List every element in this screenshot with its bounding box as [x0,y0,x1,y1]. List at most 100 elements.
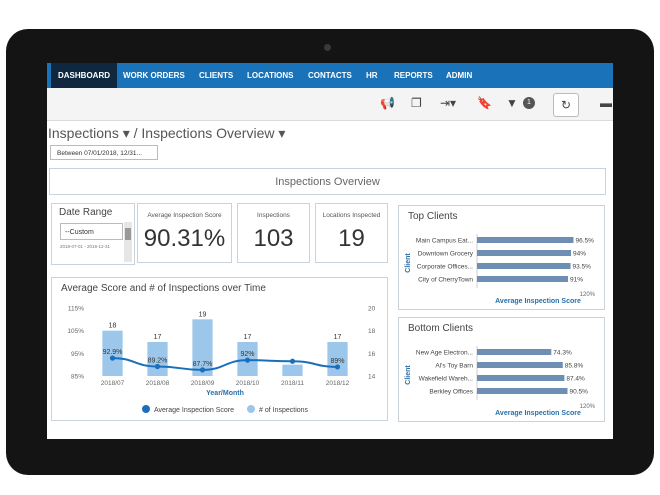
x-tick-label: 120% [580,292,596,298]
y-tick-right: 14 [368,374,376,381]
date-filter-chip[interactable]: Between 07/01/2018, 12/31... [50,145,158,160]
bar [282,364,303,376]
bar-label: 17 [244,334,252,341]
x-axis-title: Average Inspection Score [495,298,581,305]
nav-hr[interactable]: HR [366,71,378,80]
camera-dot [324,44,331,51]
nav-reports[interactable]: REPORTS [394,71,433,80]
app-screen: DASHBOARD WORK ORDERS CLIENTS LOCATIONS … [47,63,613,439]
combo-chart: 85% 95% 105% 115% 14 16 18 20 18 2018/07 17 2018/08… [67,306,376,415]
overview-panel: Inspections Overview [49,168,606,195]
y-tick-left: 105% [67,328,84,335]
x-tick-label: 2018/12 [326,380,350,387]
score-point [109,355,116,361]
client-bar [477,276,568,282]
y-tick-right: 20 [368,306,376,313]
date-range-text: 2018-07-01 - 2018-12-31 [60,244,111,249]
x-axis-title: Year/Month [206,390,244,397]
client-label: Al's Toy Barn [435,363,473,370]
y-axis-title: Client [405,253,412,273]
kpi-inspections: Inspections 103 [237,203,310,263]
kpi-label: Average Inspection Score [147,212,222,219]
export-icon[interactable]: ⇥▾ [440,96,457,110]
legend-label-inspections: # of Inspections [259,407,309,414]
score-point [334,364,341,370]
client-label: Berkley Offices [429,389,473,396]
score-point [244,357,251,363]
score-point [154,363,161,370]
x-tick-label: 2018/09 [191,380,215,387]
overview-title: Inspections Overview [275,176,380,188]
bar-label: 17 [154,334,162,341]
score-label: 89.2% [148,357,168,364]
x-tick-label: 2018/08 [146,380,170,387]
kpi-label: Locations Inspected [322,212,381,219]
kpi-avg-score: Average Inspection Score 90.31% [137,203,232,263]
client-bar [477,362,563,368]
print-icon[interactable]: ▬ [600,96,612,110]
x-tick-label: 2018/07 [101,380,125,387]
nav-contacts[interactable]: CONTACTS [308,71,352,80]
top-clients-panel: Top Clients Main Campus Eat... 96.5% Downt… [398,205,605,310]
top-clients-title: Top Clients [408,211,458,222]
client-value-label: 87.4% [566,376,585,383]
date-range-panel: Date Range --Custom 2018-07-01 - 2018-12… [51,203,135,265]
score-label: 92.9% [103,349,123,356]
score-label: 87.7% [193,361,213,368]
legend-marker-inspections [247,405,255,413]
nav-work-orders[interactable]: WORK ORDERS [123,71,185,80]
client-value-label: 93.5% [573,264,592,271]
date-range-title: Date Range [59,207,113,218]
client-label: Downtown Grocery [418,251,474,258]
megaphone-icon[interactable]: 📢 [380,96,395,110]
client-value-label: 96.5% [576,238,595,245]
bar [102,330,123,376]
bottom-clients-panel: Bottom Clients New Age Electron... 74.3% A… [398,317,605,422]
legend-marker-score [142,405,150,413]
client-bar [477,375,565,381]
nav-locations[interactable]: LOCATIONS [247,71,294,80]
score-label: 89% [330,358,344,365]
bar-label: 18 [109,323,117,330]
y-tick-left: 115% [68,306,84,313]
refresh-icon: ↻ [560,98,572,112]
client-bar [477,349,552,355]
date-range-select[interactable]: --Custom [60,223,123,240]
bar-label: 19 [199,311,207,318]
y-tick-left: 85% [71,374,84,381]
nav-clients[interactable]: CLIENTS [199,71,234,80]
client-label: City of CherryTown [418,277,473,284]
bookmark-icon[interactable]: 🔖 [477,96,492,110]
chart-title: Average Score and # of Inspections over … [61,283,266,294]
client-label: Main Campus Eat... [416,238,473,245]
top-clients-chart: Main Campus Eat... 96.5% Downtown Grocery 9… [405,234,596,305]
client-bar [477,388,568,394]
client-value-label: 90.5% [570,389,589,396]
client-value-label: 91% [570,277,583,284]
scrollbar[interactable] [124,222,132,262]
kpi-locations: Locations Inspected 19 [315,203,388,263]
nav-dashboard[interactable]: DASHBOARD [51,63,117,88]
client-bar [477,237,574,243]
filter-count-badge: 1 [523,97,535,109]
y-tick-left: 95% [71,351,84,358]
x-tick-label: 2018/11 [281,380,304,387]
scrollbar-thumb[interactable] [125,228,131,240]
refresh-button[interactable]: ↻ [553,93,579,117]
x-axis-title: Average Inspection Score [495,410,581,417]
top-nav: DASHBOARD WORK ORDERS CLIENTS LOCATIONS … [47,63,613,88]
score-point [289,358,296,364]
y-tick-right: 18 [368,328,376,335]
bottom-clients-title: Bottom Clients [408,323,474,334]
y-tick-right: 16 [368,351,376,358]
bar [192,319,213,376]
legend-label-score: Average Inspection Score [154,407,234,414]
copy-icon[interactable]: ❐ [411,96,422,110]
filter-icon[interactable]: ▼ [506,96,518,110]
bar-label: 17 [334,334,342,341]
toolbar: 📢 ❐ ⇥▾ 🔖 ▼ 1 ↻ ▬ [47,88,613,121]
kpi-value: 19 [338,225,365,252]
client-bar [477,263,571,269]
breadcrumb[interactable]: Inspections ▾ / Inspections Overview ▾ [48,125,286,141]
nav-admin[interactable]: ADMIN [446,71,473,80]
